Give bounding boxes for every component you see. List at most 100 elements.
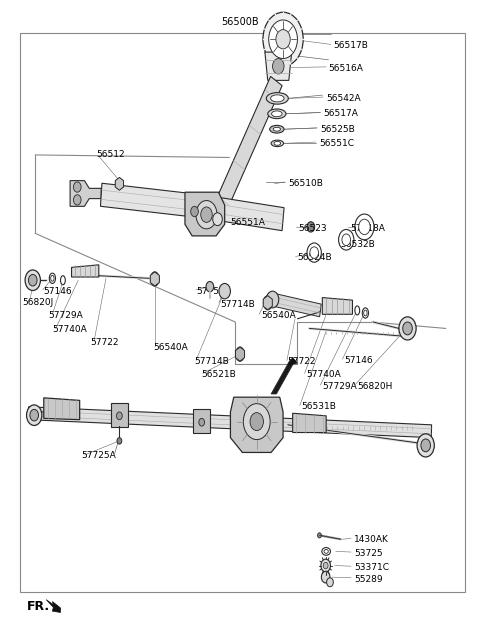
Text: 57722: 57722 <box>287 357 315 366</box>
Polygon shape <box>212 77 282 218</box>
Text: 56525B: 56525B <box>321 125 355 134</box>
Circle shape <box>326 578 333 587</box>
Polygon shape <box>265 52 292 80</box>
Circle shape <box>307 222 315 232</box>
Ellipse shape <box>364 310 367 316</box>
Circle shape <box>28 274 37 286</box>
Circle shape <box>196 200 217 229</box>
Circle shape <box>359 219 370 234</box>
Polygon shape <box>44 398 80 420</box>
Circle shape <box>201 207 212 222</box>
Text: 56551A: 56551A <box>230 218 265 227</box>
Circle shape <box>355 214 374 240</box>
Text: 56516A: 56516A <box>328 64 363 73</box>
Text: 56540A: 56540A <box>262 311 296 320</box>
Ellipse shape <box>151 272 159 286</box>
Text: 56540A: 56540A <box>153 343 188 352</box>
Text: 56510B: 56510B <box>288 179 323 188</box>
Ellipse shape <box>271 140 284 147</box>
Circle shape <box>25 270 40 290</box>
Ellipse shape <box>268 109 286 118</box>
Ellipse shape <box>270 126 284 133</box>
Circle shape <box>213 213 222 225</box>
Text: 57725A: 57725A <box>81 451 116 460</box>
Text: FR.: FR. <box>27 600 50 612</box>
Text: 57722: 57722 <box>91 338 119 347</box>
Ellipse shape <box>49 273 56 283</box>
Circle shape <box>191 206 198 216</box>
Text: 57729A: 57729A <box>323 382 357 391</box>
Ellipse shape <box>322 547 330 555</box>
Polygon shape <box>70 180 101 206</box>
Text: 56542A: 56542A <box>326 94 361 103</box>
Polygon shape <box>193 410 210 433</box>
Circle shape <box>323 562 328 569</box>
Text: 56820J: 56820J <box>23 298 54 307</box>
Circle shape <box>307 243 322 262</box>
Polygon shape <box>293 413 326 433</box>
Text: 57740A: 57740A <box>306 370 341 379</box>
Circle shape <box>399 317 416 340</box>
Polygon shape <box>46 600 60 612</box>
Polygon shape <box>115 177 123 190</box>
Circle shape <box>322 571 330 583</box>
Circle shape <box>73 182 81 192</box>
Ellipse shape <box>266 93 288 104</box>
Ellipse shape <box>274 142 281 146</box>
Circle shape <box>417 434 434 457</box>
Polygon shape <box>100 184 203 218</box>
Polygon shape <box>288 357 298 365</box>
Circle shape <box>117 438 122 444</box>
Text: 56523: 56523 <box>299 224 327 233</box>
Text: 56820H: 56820H <box>357 382 393 391</box>
Polygon shape <box>72 265 99 277</box>
Polygon shape <box>111 403 128 427</box>
Circle shape <box>26 405 42 426</box>
Circle shape <box>117 412 122 420</box>
Circle shape <box>206 281 214 292</box>
Circle shape <box>199 419 204 426</box>
Polygon shape <box>201 195 284 231</box>
Ellipse shape <box>236 347 244 361</box>
Text: 56531B: 56531B <box>301 402 336 412</box>
Text: 56512: 56512 <box>96 151 125 160</box>
Circle shape <box>266 291 279 308</box>
Circle shape <box>73 194 81 205</box>
Circle shape <box>403 322 412 335</box>
Circle shape <box>273 59 284 74</box>
Ellipse shape <box>324 549 328 553</box>
Circle shape <box>219 283 230 299</box>
Polygon shape <box>236 347 244 361</box>
Text: 56500B: 56500B <box>221 17 259 27</box>
Text: 53725: 53725 <box>354 549 383 558</box>
Text: 56532B: 56532B <box>340 240 375 249</box>
Polygon shape <box>185 192 225 236</box>
Circle shape <box>342 234 350 245</box>
Text: 57146: 57146 <box>344 356 373 365</box>
Text: 57146: 57146 <box>43 287 72 296</box>
Text: 1430AK: 1430AK <box>354 535 389 544</box>
Circle shape <box>421 439 431 452</box>
Text: 57740A: 57740A <box>52 325 87 334</box>
Circle shape <box>116 178 123 189</box>
Circle shape <box>30 410 38 421</box>
Ellipse shape <box>355 306 360 315</box>
Ellipse shape <box>273 128 280 131</box>
Circle shape <box>276 30 290 49</box>
Circle shape <box>243 404 270 440</box>
Polygon shape <box>150 272 159 286</box>
Polygon shape <box>263 296 272 310</box>
Text: 56551C: 56551C <box>319 139 354 148</box>
Polygon shape <box>271 361 295 394</box>
Bar <box>20 33 465 592</box>
Circle shape <box>250 413 264 431</box>
Circle shape <box>263 12 303 66</box>
Text: 55289: 55289 <box>354 574 383 583</box>
Text: 57729A: 57729A <box>48 311 84 320</box>
Ellipse shape <box>362 308 369 318</box>
Ellipse shape <box>272 111 282 117</box>
Text: 56517B: 56517B <box>333 41 368 50</box>
Circle shape <box>310 247 319 258</box>
Text: 56521B: 56521B <box>202 370 237 379</box>
Text: 53371C: 53371C <box>354 563 389 572</box>
